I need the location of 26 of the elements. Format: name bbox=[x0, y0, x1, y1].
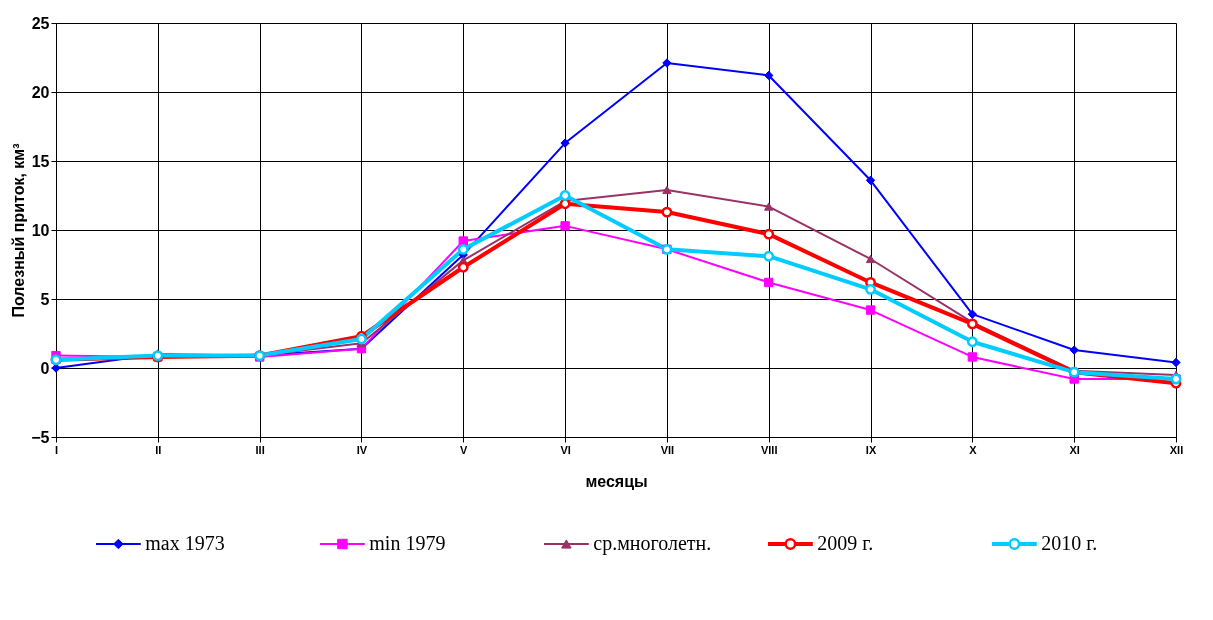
x-tick-label: XI bbox=[1069, 443, 1080, 456]
y-tick-label: −5 bbox=[31, 428, 50, 446]
x-tick-label: XII bbox=[1169, 443, 1184, 456]
x-tick-label: X bbox=[969, 443, 978, 456]
y-tick-label: 15 bbox=[31, 152, 50, 170]
legend-label: 2009 г. bbox=[817, 532, 874, 554]
y-tick-label: 20 bbox=[31, 83, 50, 101]
x-tick-label: VI bbox=[560, 443, 571, 456]
legend-label: min 1979 bbox=[369, 532, 446, 554]
legend-label: max 1973 bbox=[145, 532, 225, 554]
y-tick-label: 5 bbox=[40, 290, 50, 308]
x-tick-label: II bbox=[155, 443, 162, 456]
x-tick-label: I bbox=[54, 443, 59, 456]
x-tick-label: V bbox=[460, 443, 469, 456]
y-tick-label: 0 bbox=[40, 359, 50, 377]
x-tick-label: IV bbox=[356, 443, 368, 456]
x-tick-label: VII bbox=[660, 443, 675, 456]
y-axis-title: Полезный приток, км³ bbox=[10, 143, 28, 318]
legend-label: ср.многолетн. bbox=[593, 532, 712, 555]
x-axis-title: месяцы bbox=[585, 472, 648, 490]
x-tick-label: III bbox=[255, 443, 265, 456]
y-tick-label: 25 bbox=[31, 14, 50, 32]
y-tick-label: 10 bbox=[31, 221, 50, 239]
x-tick-label: IX bbox=[865, 443, 877, 456]
x-tick-label: VIII bbox=[760, 443, 778, 456]
legend-label: 2010 г. bbox=[1041, 532, 1098, 554]
